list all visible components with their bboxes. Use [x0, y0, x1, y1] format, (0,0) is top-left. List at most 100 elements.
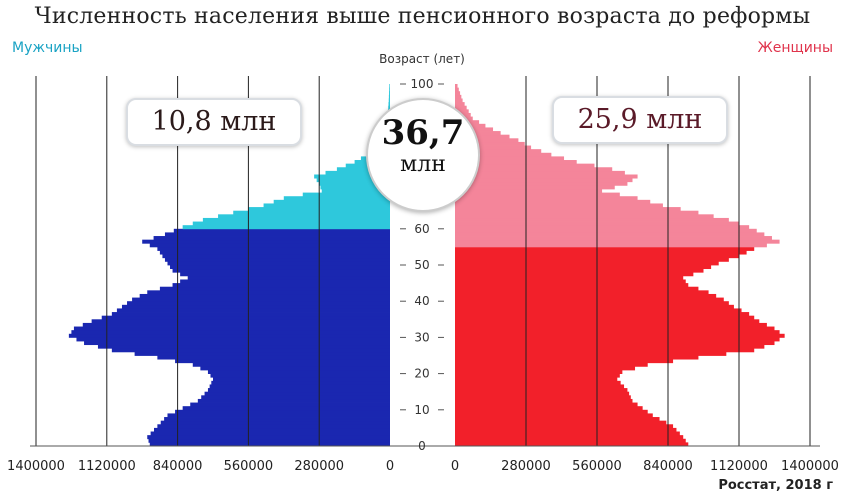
women-bar [455, 406, 643, 411]
women-bar [455, 402, 638, 407]
y-axis-label: Возраст (лет) [379, 52, 465, 66]
men-bar [71, 330, 391, 335]
source-note: Росстат, 2018 г [718, 478, 833, 493]
women-bar [455, 275, 684, 280]
men-bar [321, 188, 390, 193]
men-bar [180, 272, 390, 277]
x-tick-label-men: 840000 [153, 459, 203, 474]
men-bar [388, 102, 390, 107]
men-bar [209, 384, 390, 389]
x-tick-label-men: 1120000 [78, 459, 136, 474]
x-tick-label-women: 1120000 [710, 459, 768, 474]
men-bar [325, 170, 390, 175]
y-tick-label: 60 [414, 222, 429, 236]
women-bar [455, 94, 462, 99]
women-bar [455, 398, 633, 403]
women-bar [455, 141, 525, 146]
men-bar [159, 286, 390, 291]
women-bar [455, 232, 765, 237]
y-tick-label: 20 [414, 367, 429, 381]
men-bar [76, 337, 390, 342]
men-bar [148, 438, 390, 443]
women-bar [455, 391, 630, 396]
y-tick-label: 100 [411, 77, 434, 91]
women-bar [455, 344, 765, 349]
women-bar [455, 181, 628, 186]
men-bar [68, 333, 390, 338]
men-bar [172, 283, 390, 288]
men-bar [149, 243, 390, 248]
women-bar [455, 369, 623, 374]
women-bar [455, 279, 686, 284]
women-bar [455, 290, 709, 295]
y-tick-label: 50 [414, 258, 429, 272]
x-tick-label-men: 280000 [294, 459, 344, 474]
men-bar [336, 167, 390, 172]
men-bar [167, 261, 390, 266]
men-bar [263, 203, 390, 208]
men-bar [121, 304, 390, 309]
women-bar [455, 293, 717, 298]
women-bar [455, 384, 625, 389]
women-label: Женщины [757, 40, 833, 56]
men-bar [202, 217, 390, 222]
men-bar [210, 373, 390, 378]
men-bar [320, 185, 390, 190]
y-tick-label: 10 [414, 403, 429, 417]
women-bar [455, 427, 677, 432]
men-bar [162, 254, 390, 259]
women-bar [455, 304, 734, 309]
men-bar [116, 308, 391, 313]
men-bar [157, 424, 390, 429]
men-bar [204, 391, 390, 396]
men-bar [159, 250, 390, 255]
women-bar [455, 91, 461, 96]
x-tick-label-women: 560000 [572, 459, 622, 474]
women-bar [455, 243, 767, 248]
women-bar [455, 413, 653, 418]
men-bar [180, 279, 390, 284]
men-bar [192, 362, 390, 367]
women-bar [455, 192, 620, 197]
women-bar [455, 196, 638, 201]
women-bar [455, 138, 519, 143]
women-bar [455, 355, 699, 360]
men-bar [153, 236, 390, 241]
women-bar [455, 134, 510, 139]
women-bar [455, 160, 577, 165]
women-bar [455, 308, 742, 313]
chart-title: Численность населения выше пенсионного в… [34, 4, 811, 29]
women-bar [455, 98, 463, 103]
women-bar [455, 373, 620, 378]
women-bar [455, 326, 775, 331]
women-bar [455, 131, 501, 136]
x-tick-label-men: 1400000 [7, 459, 65, 474]
x-tick-label-men: 560000 [224, 459, 274, 474]
men-bar [302, 192, 390, 197]
women-bar [455, 315, 755, 320]
women-bar [455, 366, 636, 371]
women-bar [455, 377, 618, 382]
women-bar [455, 236, 772, 241]
women-bar [455, 359, 674, 364]
women-bar [455, 246, 755, 251]
men-bar [164, 257, 390, 262]
women-bar [455, 185, 615, 190]
men-bar [388, 94, 390, 99]
men-bar [134, 351, 390, 356]
men-bar [154, 427, 390, 432]
men-bar [164, 417, 390, 422]
men-bar [147, 290, 390, 295]
women-bar [455, 178, 633, 183]
women-bar [455, 388, 628, 393]
women-bar [455, 167, 613, 172]
women-bar [455, 170, 625, 175]
women-bar [455, 395, 631, 400]
women-bar [455, 341, 775, 346]
total-unit: млн [400, 152, 446, 177]
men-bar [190, 402, 390, 407]
x-tick-label-women: 1400000 [781, 459, 839, 474]
men-bar [273, 199, 390, 204]
men-bar [147, 435, 390, 440]
y-tick-label: 0 [418, 439, 426, 453]
